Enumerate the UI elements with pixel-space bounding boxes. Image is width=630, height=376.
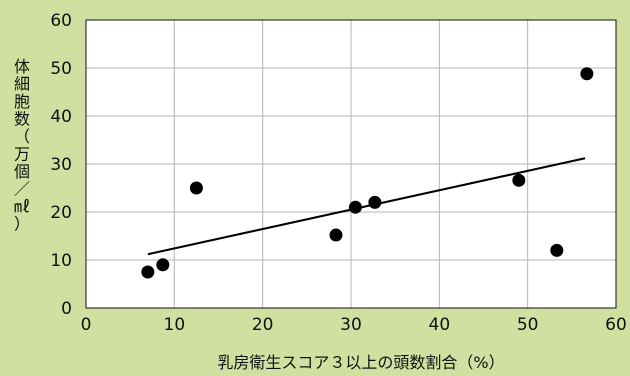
x-tick-label: 40 — [429, 315, 451, 335]
y-tick-label: 10 — [50, 251, 72, 271]
trendline — [147, 157, 586, 256]
data-point — [512, 173, 526, 187]
data-point — [580, 67, 594, 81]
data-point — [550, 243, 564, 257]
data-points — [141, 67, 594, 279]
data-point — [141, 265, 155, 279]
x-tick-label: 60 — [605, 315, 627, 335]
x-tick-label: 20 — [252, 315, 274, 335]
data-point — [348, 200, 362, 214]
tick-labels: 0 10 20 30 40 50 60 0 10 20 30 40 50 60 — [50, 11, 626, 335]
y-tick-label: 40 — [50, 107, 72, 127]
y-tick-label: 30 — [50, 155, 72, 175]
y-tick-label: 60 — [50, 11, 72, 31]
trendline-group — [147, 157, 586, 256]
data-point — [329, 228, 343, 242]
y-tick-label: 20 — [50, 203, 72, 223]
y-axis-label: 体細胞数（万個／㎖） — [14, 57, 30, 234]
y-tick-label: 50 — [50, 59, 72, 79]
x-axis-label: 乳房衛生スコア３以上の頭数割合（%） — [217, 353, 504, 372]
plot-frame — [85, 19, 617, 309]
x-tick-label: 10 — [164, 315, 186, 335]
x-tick-label: 30 — [340, 315, 362, 335]
y-tick-label: 0 — [61, 299, 72, 319]
x-tick-label: 50 — [517, 315, 539, 335]
data-point — [189, 181, 203, 195]
data-point — [156, 258, 170, 272]
x-tick-label: 0 — [81, 315, 92, 335]
data-point — [368, 195, 382, 209]
